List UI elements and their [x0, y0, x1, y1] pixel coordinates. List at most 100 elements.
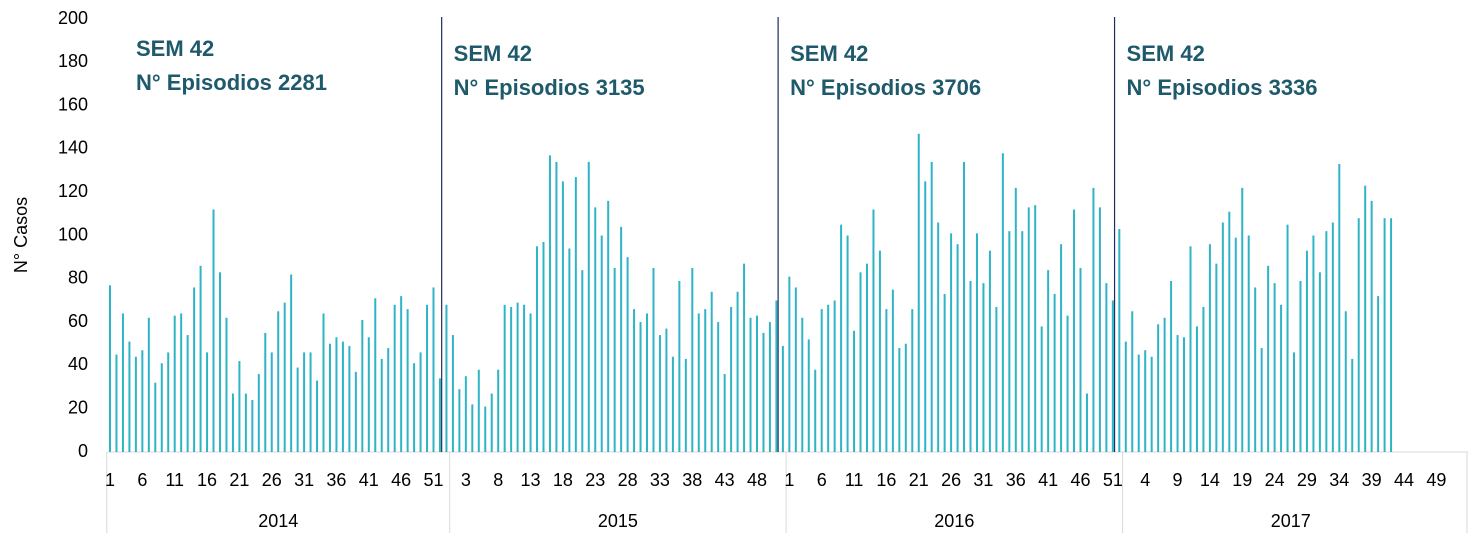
- x-tick-label: 43: [715, 470, 735, 490]
- bar: [257, 374, 260, 452]
- bar: [1170, 280, 1173, 452]
- bar: [244, 393, 247, 452]
- bar: [1040, 326, 1043, 452]
- bar: [1021, 231, 1024, 452]
- bar: [581, 270, 584, 452]
- bar: [982, 283, 985, 452]
- bar: [975, 233, 978, 452]
- bar: [736, 291, 739, 452]
- bar: [762, 332, 765, 452]
- bar: [717, 322, 720, 452]
- bar: [846, 235, 849, 452]
- x-tick-label: 33: [650, 470, 670, 490]
- bar: [665, 328, 668, 452]
- bar: [283, 302, 286, 452]
- bar: [865, 263, 868, 452]
- bar: [348, 345, 351, 452]
- bar: [406, 309, 409, 452]
- bar: [1001, 153, 1004, 453]
- x-tick-label: 9: [1173, 470, 1183, 490]
- bar: [426, 304, 429, 452]
- bar: [367, 337, 370, 452]
- bar: [264, 332, 267, 452]
- annotation: SEM 42: [1127, 41, 1205, 66]
- y-tick-label: 80: [68, 268, 88, 288]
- bar: [1047, 270, 1050, 452]
- bar: [1163, 317, 1166, 452]
- bar: [969, 280, 972, 452]
- bar: [328, 343, 331, 452]
- bar: [1234, 237, 1237, 452]
- bar: [1079, 267, 1082, 452]
- bar: [904, 343, 907, 452]
- bar: [303, 352, 306, 452]
- bar: [626, 257, 629, 452]
- x-tick-label: 6: [137, 470, 147, 490]
- bar: [574, 177, 577, 453]
- x-tick-label: 26: [262, 470, 282, 490]
- x-tick-label: 26: [941, 470, 961, 490]
- bar: [1299, 280, 1302, 452]
- bar: [548, 155, 551, 452]
- bar: [671, 356, 674, 452]
- annotation: N° Episodios 3706: [790, 75, 981, 100]
- x-tick-label: 38: [682, 470, 702, 490]
- bar: [1208, 244, 1211, 452]
- bar: [1357, 218, 1360, 452]
- bar: [1014, 187, 1017, 452]
- bar: [316, 380, 319, 452]
- bar: [607, 200, 610, 452]
- bar: [1351, 358, 1354, 452]
- x-tick-label: 39: [1362, 470, 1382, 490]
- group-label: 2015: [598, 511, 638, 531]
- bar: [1098, 207, 1101, 452]
- bar: [943, 293, 946, 452]
- x-tick-label: 24: [1265, 470, 1285, 490]
- bar: [872, 209, 875, 452]
- bar: [154, 382, 157, 452]
- annotation: N° Episodios 2281: [136, 70, 327, 95]
- bar: [484, 406, 487, 452]
- y-axis-label: N° Casos: [11, 197, 31, 273]
- bar: [529, 313, 532, 452]
- bar: [193, 287, 196, 452]
- bar: [704, 309, 707, 452]
- y-tick-label: 20: [68, 397, 88, 417]
- bar: [1073, 209, 1076, 452]
- bar: [451, 335, 454, 452]
- bar: [1364, 185, 1367, 452]
- bar: [121, 313, 124, 452]
- bar: [115, 354, 118, 452]
- bar: [1293, 352, 1296, 452]
- bar: [231, 393, 234, 452]
- bar: [878, 250, 881, 452]
- bar: [180, 313, 183, 452]
- bar: [186, 335, 189, 452]
- bar: [109, 285, 111, 452]
- bar: [1183, 337, 1186, 452]
- bar: [1144, 350, 1147, 452]
- bar: [775, 300, 778, 452]
- x-tick-label: 16: [197, 470, 217, 490]
- x-tick-label: 41: [359, 470, 379, 490]
- bar: [1325, 231, 1328, 452]
- bar: [794, 287, 797, 452]
- bar: [827, 304, 830, 452]
- bar: [309, 352, 312, 452]
- x-tick-label: 46: [391, 470, 411, 490]
- bar: [497, 369, 500, 452]
- bar: [1338, 164, 1341, 452]
- bar: [471, 404, 474, 452]
- y-tick-label: 40: [68, 354, 88, 374]
- bar: [173, 315, 176, 452]
- bar: [613, 267, 616, 452]
- x-tick-label: 48: [747, 470, 767, 490]
- bar: [141, 350, 144, 452]
- bar: [1189, 246, 1192, 452]
- x-tick-label: 23: [585, 470, 605, 490]
- x-tick-label: 31: [294, 470, 314, 490]
- bar: [1008, 231, 1011, 452]
- bar: [1305, 250, 1308, 452]
- x-tick-label: 1: [105, 470, 115, 490]
- annotation: SEM 42: [454, 41, 532, 66]
